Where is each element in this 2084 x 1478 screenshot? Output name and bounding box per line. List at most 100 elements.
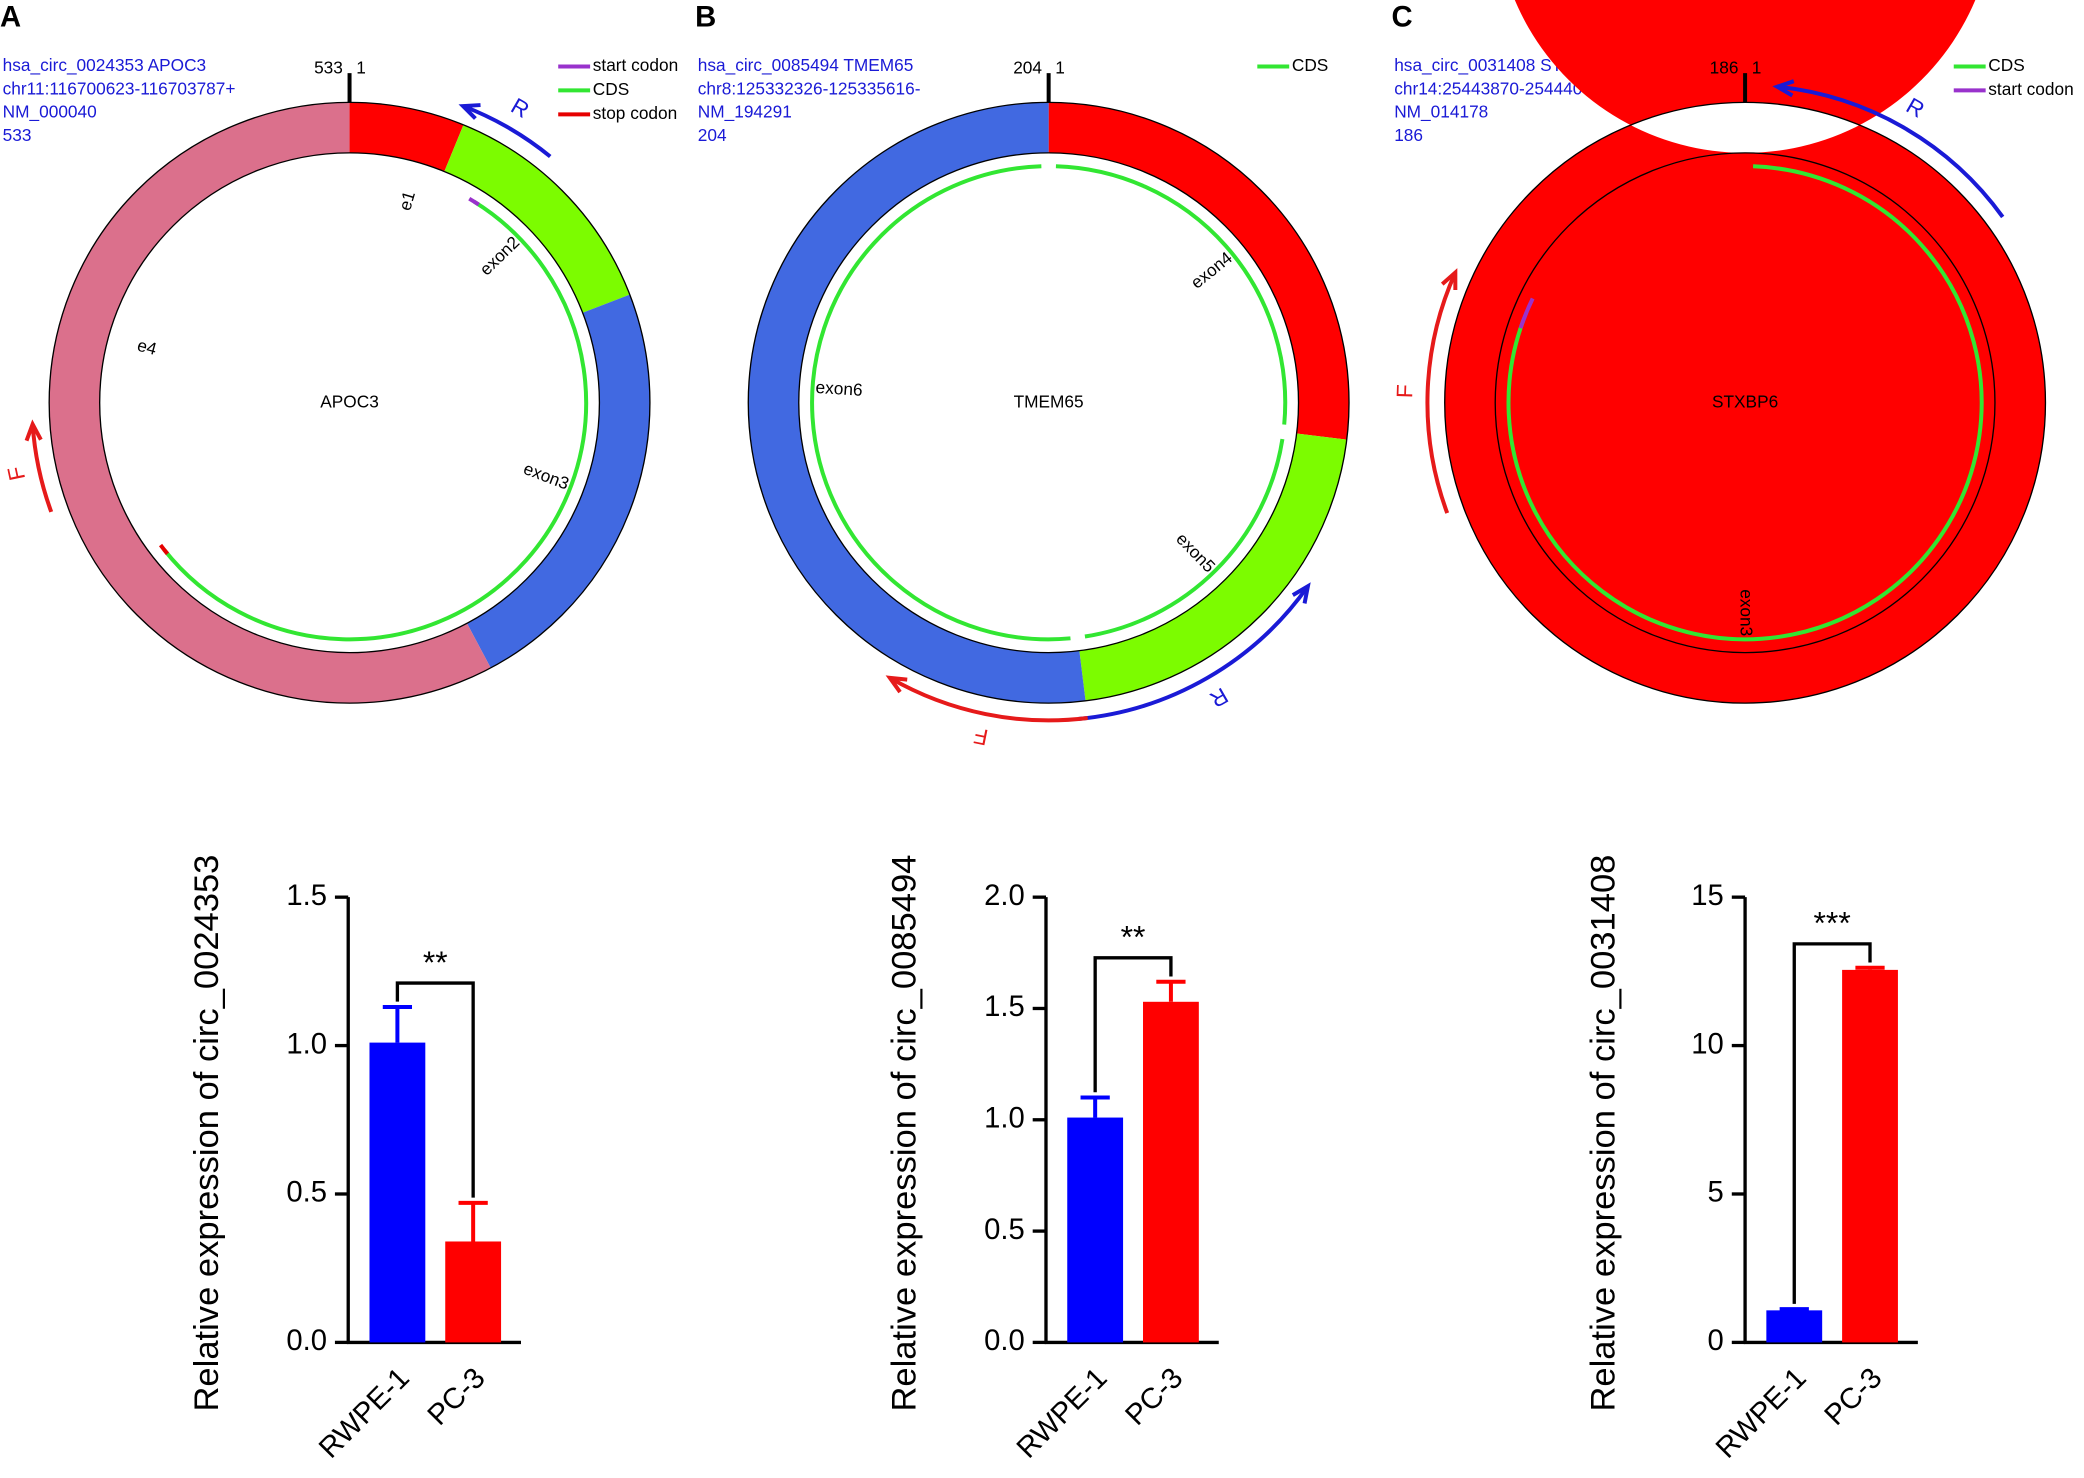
circ-info: chr8:125332326-125335616- [698,78,921,98]
primer-arc [462,104,552,159]
feature-arc [1084,438,1285,639]
circ-info: chr11:116700623-116703787+ [3,78,236,98]
circ-info: chr14:25443870-25444056- [1394,78,1607,98]
y-tick-label: 1.5 [286,880,327,912]
error-bar [1080,1095,1110,1118]
primer-arc [30,424,54,513]
y-axis-label: Relative expression of circ_0024353 [188,855,226,1412]
primer-arc [1077,585,1310,722]
circ-info: hsa_circ_0024353 APOC3 [3,55,207,75]
exon-label: e4 [135,335,159,359]
exon-label: exon6 [815,377,863,400]
ring-segment [49,102,491,704]
ring-outline [1494,152,1996,654]
ring-segment [1444,0,2046,704]
exon-label: exon4 [1187,247,1236,292]
bar [1067,1117,1124,1343]
primer-arc [1777,84,2005,219]
feature-arc [1506,164,1984,642]
gene-label: APOC3 [320,391,379,411]
y-tick-label: 10 [1691,1028,1724,1060]
primer-label: R [1902,93,1929,123]
primer-head [458,103,481,120]
error-bar [382,1004,413,1043]
y-axis-label: Relative expression of circ_0031408 [1585,855,1623,1412]
circ-info: NM_014178 [1394,102,1488,122]
bar [1842,969,1898,1343]
primer-label: R [1206,683,1233,713]
x-tick-label: RWPE-1 [313,1362,416,1465]
primer-label: F [1392,384,1417,399]
legend-label: start codon [593,55,678,75]
y-tick-label: 1.0 [984,1103,1025,1135]
significance-label: ** [423,944,448,980]
ring-segment [748,102,1086,704]
ring-segment [349,102,464,172]
origin-end-label: 186 [1710,58,1739,78]
legend-label: start codon [1988,79,2073,99]
origin-start-label: 1 [1752,58,1762,78]
exon-label: exon3 [1737,589,1757,636]
exon-label: exon5 [1172,529,1219,577]
error-bar [1779,1307,1809,1312]
feature-arc [1055,164,1288,425]
error-bar [458,1200,488,1242]
significance-bracket [395,981,475,1198]
bar [1766,1310,1823,1343]
ring-segment [466,294,650,668]
circ-info: NM_194291 [698,102,792,122]
bar [445,1241,502,1343]
feature-arc [158,543,170,556]
y-tick-label: 0.5 [984,1214,1025,1246]
exon-label: exon3 [521,458,572,493]
origin-end-label: 204 [1013,58,1042,78]
primer-head [1772,79,1795,98]
primer-arc [1425,271,1458,514]
feature-arc [1518,297,1535,329]
significance-label: ** [1121,919,1146,955]
y-tick-label: 1.5 [984,991,1025,1023]
x-tick-label: PC-3 [1819,1362,1889,1432]
panel-letter: C [1392,1,1413,33]
y-axis-label: Relative expression of circ_0085494 [886,855,924,1412]
y-tick-label: 1.0 [286,1028,327,1060]
primer-head [24,419,43,442]
origin-start-label: 1 [1055,58,1065,78]
legend-label: CDS [1292,55,1328,75]
significance-bracket [1792,942,1872,1304]
circ-info: NM_000040 [3,102,97,122]
y-tick-label: 2.0 [984,880,1025,912]
feature-arc [468,196,480,207]
origin-start-label: 1 [356,58,366,78]
circ-length: 533 [3,125,32,145]
error-bar [1156,979,1186,1002]
y-tick-label: 0.5 [286,1177,327,1209]
legend-label: CDS [593,79,629,99]
primer-label: F [3,464,30,483]
ring-segment [1079,433,1347,701]
primer-head [1291,582,1311,604]
ring-segment [444,124,630,313]
y-tick-label: 0.0 [286,1325,327,1357]
bar [1143,1001,1199,1343]
significance-bracket [1093,956,1173,1093]
y-tick-label: 5 [1708,1177,1724,1209]
error-bar [1855,965,1885,970]
significance-label: *** [1814,905,1851,941]
x-tick-label: PC-3 [1120,1362,1190,1432]
primer-label: F [972,723,990,750]
bar [369,1042,426,1343]
circ-length: 186 [1394,125,1423,145]
legend-label: stop codon [593,103,677,123]
feature-arc [810,164,1071,642]
x-tick-label: PC-3 [422,1362,492,1432]
feature-arc [162,199,589,642]
primer-head [1440,268,1458,291]
legend-label: CDS [1988,55,2024,75]
primer-head [885,675,908,694]
ring-outline [798,152,1300,654]
y-tick-label: 0 [1708,1325,1724,1357]
origin-end-label: 533 [314,58,343,78]
y-tick-label: 0.0 [984,1325,1025,1357]
